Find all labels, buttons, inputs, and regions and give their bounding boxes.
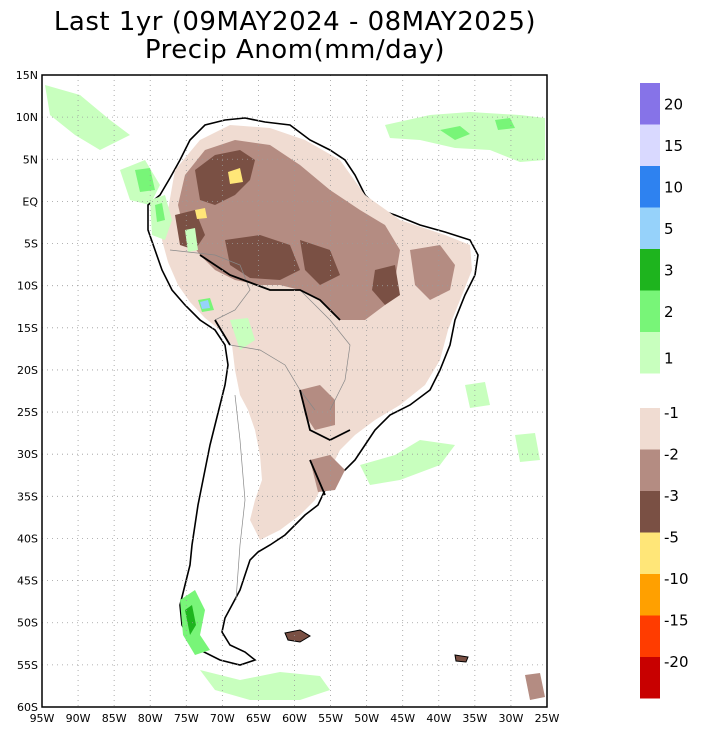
lat-tick-label: 10S — [17, 280, 38, 293]
legend-wet-label: 1 — [664, 350, 674, 368]
color-legend: 20 15 10 5 3 2 1 -1 -2 -3 -5 -10 -15 -20 — [640, 83, 689, 699]
dry-anomaly-strong — [175, 150, 400, 305]
wet-anomaly-south-atlantic — [360, 382, 540, 485]
legend-dry-swatch — [640, 449, 660, 491]
lon-tick-label: 55W — [318, 712, 343, 725]
country-borders — [169, 249, 351, 601]
falkland-islands — [284, 629, 311, 643]
legend-dry-label: -15 — [664, 612, 689, 630]
legend-wet-swatch — [640, 290, 660, 332]
lat-tick-label: 40S — [17, 532, 38, 545]
region-outlines — [199, 254, 351, 496]
legend-wet-swatch — [640, 332, 660, 374]
lon-tick-label: 45W — [390, 712, 415, 725]
lon-tick-label: 50W — [354, 712, 379, 725]
legend-dry-label: -20 — [664, 653, 689, 671]
lon-tick-label: 85W — [102, 712, 127, 725]
map-title: Last 1yr (09MAY2024 - 08MAY2025) — [53, 7, 537, 37]
wet-anomaly-atlantic-mid — [440, 118, 515, 140]
lat-tick-label: 15S — [17, 322, 38, 335]
lat-tick-label: 20S — [17, 364, 38, 377]
legend-dry-swatch — [640, 532, 660, 574]
lon-tick-label: 65W — [246, 712, 271, 725]
legend-wet-label: 2 — [664, 303, 674, 321]
legend-wet-label: 3 — [664, 262, 674, 280]
south-sandwich-area — [525, 673, 545, 700]
lon-tick-label: 95W — [30, 712, 55, 725]
legend-wet-label: 20 — [664, 96, 683, 114]
legend-wet-swatch — [640, 124, 660, 166]
lat-tick-label: 35S — [17, 490, 38, 503]
legend-wet-label: 10 — [664, 179, 683, 197]
lat-tick-label: 5N — [23, 153, 38, 166]
legend-dry-label: -10 — [664, 570, 689, 588]
legend-dry-label: -1 — [664, 404, 679, 422]
legend-wet-swatch — [640, 207, 660, 249]
lat-tick-label: 50S — [17, 617, 38, 630]
south-georgia — [454, 654, 469, 663]
legend-dry-swatch — [640, 574, 660, 616]
lon-tick-label: 70W — [210, 712, 235, 725]
lon-tick-label: 75W — [174, 712, 199, 725]
legend-wet-swatch — [640, 83, 660, 125]
lon-tick-label: 40W — [426, 712, 451, 725]
legend-dry-label: -5 — [664, 529, 679, 547]
lon-tick-label: 90W — [66, 712, 91, 725]
lat-tick-label: 15N — [16, 69, 38, 82]
lat-tick-label: 45S — [17, 575, 38, 588]
lon-tick-label: 80W — [138, 712, 163, 725]
lat-tick-label: 60S — [17, 701, 38, 714]
lon-tick-label: 60W — [282, 712, 307, 725]
legend-wet-label: 15 — [664, 137, 683, 155]
lon-tick-label: 25W — [535, 712, 560, 725]
map-field — [45, 85, 545, 700]
lat-tick-label: 10N — [16, 111, 38, 124]
lat-tick-label: EQ — [22, 195, 38, 208]
dry-anomaly-extreme — [195, 168, 243, 219]
lon-tick-label: 30W — [498, 712, 523, 725]
map-subtitle: Precip Anom(mm/day) — [144, 35, 446, 65]
legend-wet-swatch — [640, 249, 660, 291]
axis-tick-labels: 95W 90W 85W 80W 75W 70W 65W 60W 55W 50W 45W 40W 35W 3… — [16, 69, 560, 725]
legend-dry-swatch — [640, 408, 660, 450]
lon-tick-label: 35W — [462, 712, 487, 725]
dry-anomaly-moderate — [178, 140, 455, 492]
legend-wet-label: 5 — [664, 220, 674, 238]
legend-dry-swatch — [640, 657, 660, 699]
lat-tick-label: 25S — [17, 406, 38, 419]
lat-tick-label: 30S — [17, 448, 38, 461]
wet-anomaly-patagonia-strong — [185, 605, 196, 635]
legend-dry-label: -2 — [664, 446, 679, 464]
legend-dry-swatch — [640, 615, 660, 657]
wet-anomaly-bolivia — [200, 300, 210, 309]
map-grid — [42, 75, 547, 707]
wet-anomaly-drake — [200, 670, 330, 700]
legend-dry-label: -3 — [664, 487, 679, 505]
lat-tick-label: 5S — [24, 238, 38, 251]
legend-wet-swatch — [640, 166, 660, 208]
map-frame — [41, 74, 548, 708]
legend-dry-swatch — [640, 491, 660, 533]
wet-anomaly-atlantic-north — [385, 112, 545, 162]
lat-tick-label: 55S — [17, 659, 38, 672]
